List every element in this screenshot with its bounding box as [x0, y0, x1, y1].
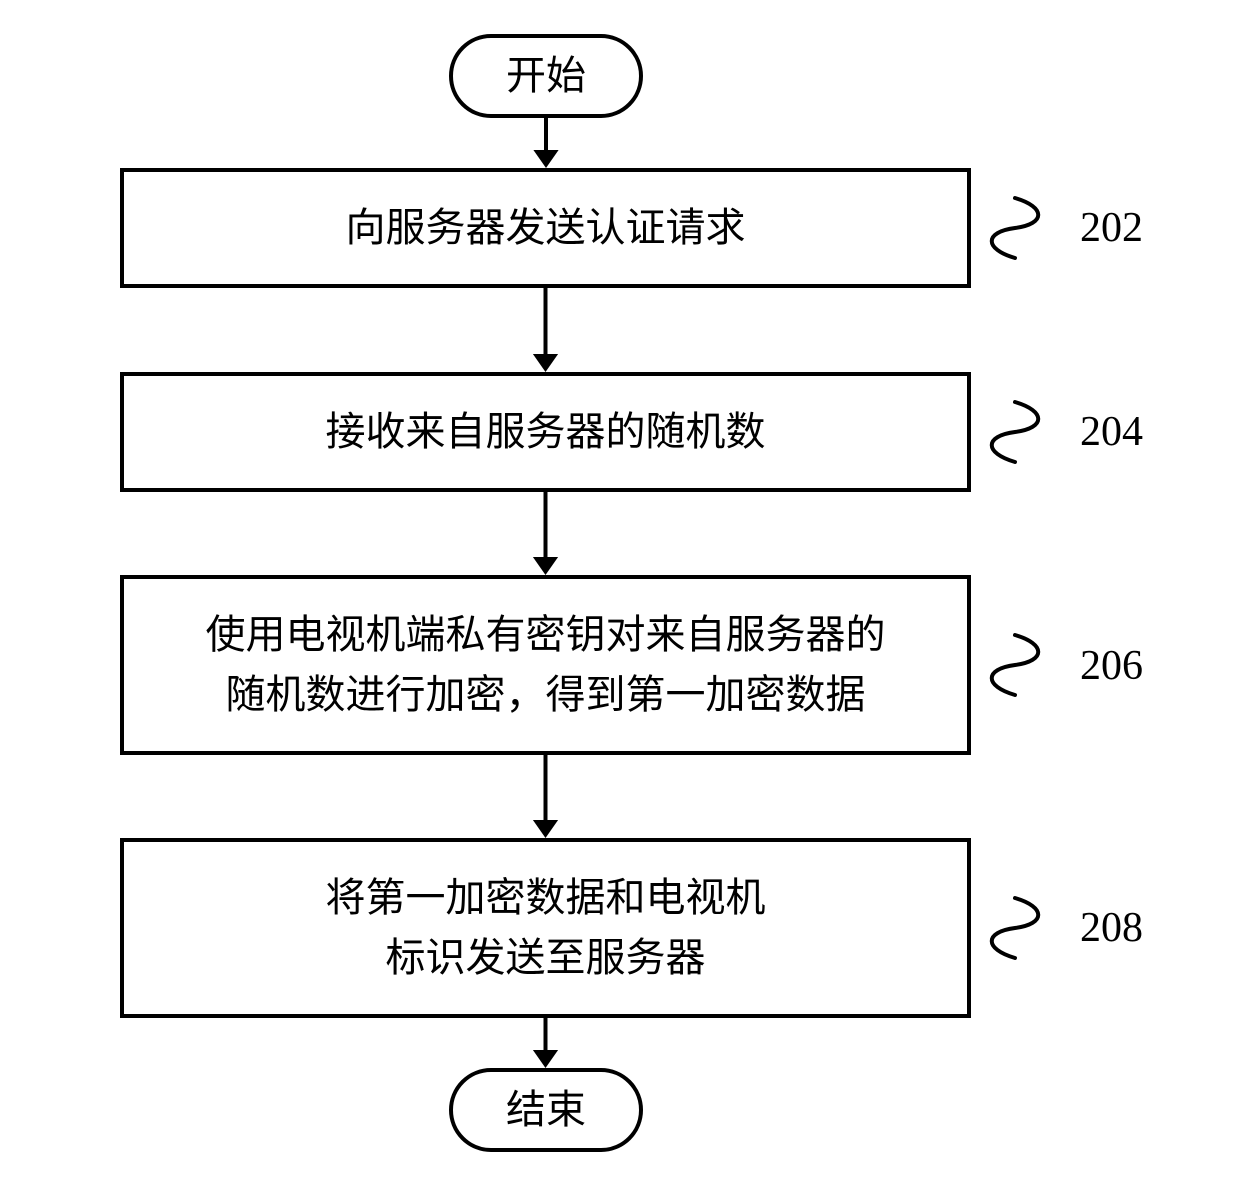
process-step-2: 接收来自服务器的随机数 — [120, 372, 971, 492]
process-step-1: 向服务器发送认证请求 — [120, 168, 971, 288]
end-terminator: 结束 — [449, 1068, 643, 1152]
end-label: 结束 — [506, 1080, 586, 1140]
process-step-3: 使用电视机端私有密钥对来自服务器的 随机数进行加密，得到第一加密数据 — [120, 575, 971, 755]
ref-label-204: 204 — [1080, 408, 1143, 456]
flowchart-canvas: 开始 向服务器发送认证请求 接收来自服务器的随机数 使用电视机端私有密钥对来自服… — [0, 0, 1240, 1181]
start-label: 开始 — [506, 46, 586, 106]
process-step-2-label: 接收来自服务器的随机数 — [326, 402, 766, 462]
process-step-4-label: 将第一加密数据和电视机 标识发送至服务器 — [326, 868, 766, 988]
process-step-3-label: 使用电视机端私有密钥对来自服务器的 随机数进行加密，得到第一加密数据 — [206, 605, 886, 725]
ref-label-202: 202 — [1080, 204, 1143, 252]
start-terminator: 开始 — [449, 34, 643, 118]
ref-label-206: 206 — [1080, 642, 1143, 690]
process-step-1-label: 向服务器发送认证请求 — [346, 198, 746, 258]
ref-label-208: 208 — [1080, 904, 1143, 952]
process-step-4: 将第一加密数据和电视机 标识发送至服务器 — [120, 838, 971, 1018]
